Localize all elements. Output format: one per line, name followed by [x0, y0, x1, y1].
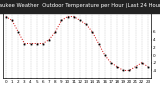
Title: Milwaukee Weather  Outdoor Temperature per Hour (Last 24 Hours): Milwaukee Weather Outdoor Temperature pe…	[0, 3, 160, 8]
